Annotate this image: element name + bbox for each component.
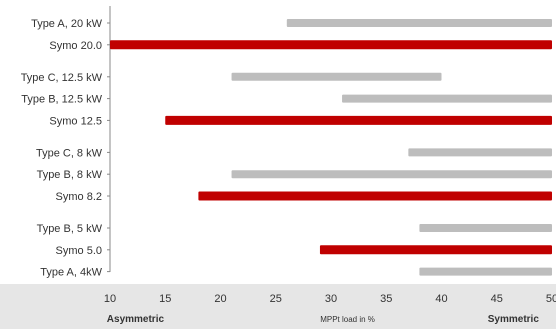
y-category-label: Type C, 12.5 kW bbox=[21, 72, 103, 84]
y-category-label: Type B, 5 kW bbox=[37, 223, 103, 235]
symo-range-bar bbox=[319, 245, 552, 255]
y-category-label: Type C, 8 kW bbox=[36, 147, 103, 159]
competitor-range-bar bbox=[231, 170, 553, 179]
x-tick-label: 35 bbox=[380, 293, 392, 305]
symo-range-bar bbox=[165, 115, 552, 125]
y-category-label: Type B, 12.5 kW bbox=[21, 94, 102, 106]
y-category-label: Type B, 8 kW bbox=[37, 169, 103, 181]
x-end-label-right: Symmetric bbox=[488, 314, 540, 324]
competitor-range-bar bbox=[419, 224, 552, 232]
competitor-range-bar bbox=[419, 267, 552, 276]
y-category-label: Symo 20.0 bbox=[49, 40, 102, 52]
symo-range-bar bbox=[198, 191, 552, 201]
y-category-label: Type A, 20 kW bbox=[31, 18, 103, 30]
x-tick-label: 10 bbox=[104, 293, 116, 305]
competitor-range-bar bbox=[408, 148, 552, 157]
x-tick-label: 45 bbox=[491, 293, 503, 305]
x-tick-label: 15 bbox=[159, 293, 171, 305]
x-tick-label: 20 bbox=[214, 293, 226, 305]
competitor-range-bar bbox=[231, 72, 442, 81]
symo-range-bar bbox=[110, 40, 552, 50]
x-tick-label: 50 bbox=[546, 293, 556, 305]
competitor-range-bar bbox=[286, 19, 552, 27]
competitor-range-bar bbox=[342, 94, 552, 103]
x-tick-label: 30 bbox=[325, 293, 337, 305]
y-category-label: Symo 8.2 bbox=[56, 191, 102, 203]
y-category-label: Type A, 4kW bbox=[40, 267, 102, 279]
x-end-label-left: Asymmetric bbox=[107, 314, 165, 324]
y-category-label: Symo 12.5 bbox=[49, 115, 102, 127]
x-tick-label: 40 bbox=[435, 293, 447, 305]
x-axis-title: MPPt load in % bbox=[320, 315, 375, 324]
y-category-label: Symo 5.0 bbox=[56, 245, 102, 257]
x-tick-label: 25 bbox=[270, 293, 282, 305]
